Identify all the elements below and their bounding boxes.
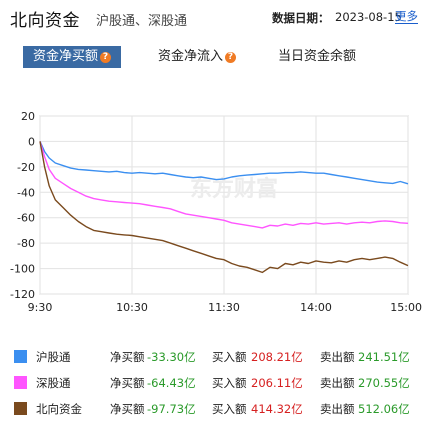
x-tick-label: 11:30	[208, 301, 240, 314]
net-value: -64.43亿	[147, 376, 196, 390]
buy-label: 买入额	[212, 350, 247, 364]
x-tick-label: 14:00	[300, 301, 332, 314]
tab-label: 当日资金余额	[278, 49, 357, 64]
sell-label: 卖出额	[320, 350, 355, 364]
y-tick-label: -120	[10, 288, 35, 301]
y-tick-label: 0	[28, 135, 35, 148]
series-line-hgt	[39, 141, 409, 185]
series-line-sgt	[39, 141, 409, 229]
date-label: 数据日期：	[272, 11, 330, 25]
sell-value: 270.55亿	[358, 376, 410, 390]
legend-row-hgt: 沪股通 净买额 -33.30亿 买入额 208.21亿 卖出额 241.51亿	[0, 346, 428, 368]
series-line-total	[39, 141, 409, 274]
y-tick-label: -80	[17, 237, 35, 250]
net-label: 净买额	[110, 402, 145, 416]
sell-value: 512.06亿	[358, 402, 410, 416]
sell-label: 卖出额	[320, 376, 355, 390]
buy-value: 206.11亿	[251, 376, 303, 390]
page-subtitle: 沪股通、深股通	[96, 14, 188, 29]
color-swatch	[14, 402, 27, 415]
color-swatch	[14, 376, 27, 389]
help-icon[interactable]: ?	[100, 52, 112, 63]
net-label: 净买额	[110, 350, 145, 364]
buy-label: 买入额	[212, 402, 247, 416]
net-value: -33.30亿	[147, 350, 196, 364]
date-value: 2023-08-15	[335, 10, 402, 24]
x-tick-label: 15:00	[390, 301, 422, 314]
legend-row-total: 北向资金 净买额 -97.73亿 买入额 414.32亿 卖出额 512.06亿	[0, 398, 428, 420]
header: 北向资金 沪股通、深股通 数据日期： 2023-08-15 更多	[0, 0, 428, 36]
sell-label: 卖出额	[320, 402, 355, 416]
y-tick-label: -60	[17, 212, 35, 225]
buy-label: 买入额	[212, 376, 247, 390]
legend-name: 北向资金	[36, 402, 82, 416]
more-link[interactable]: 更多	[395, 9, 418, 24]
tab-label: 资金净流入	[158, 49, 224, 64]
legend-name: 沪股通	[36, 350, 71, 364]
x-tick-label: 10:30	[116, 301, 148, 314]
help-icon[interactable]: ?	[225, 52, 237, 63]
legend-row-sgt: 深股通 净买额 -64.43亿 买入额 206.11亿 卖出额 270.55亿	[0, 372, 428, 394]
tab-daily-balance[interactable]: 当日资金余额	[278, 46, 356, 68]
y-tick-label: -40	[17, 186, 35, 199]
color-swatch	[14, 350, 27, 363]
y-tick-label: -20	[17, 161, 35, 174]
net-label: 净买额	[110, 376, 145, 390]
legend-name: 深股通	[36, 376, 71, 390]
page-title: 北向资金	[10, 11, 80, 31]
buy-value: 414.32亿	[251, 402, 303, 416]
x-tick-label: 9:30	[28, 301, 53, 314]
y-tick-label: 20	[21, 110, 35, 123]
y-tick-label: -100	[10, 263, 35, 276]
tab-label: 资金净买额	[33, 49, 99, 64]
tab-net-inflow[interactable]: 资金净流入?	[158, 46, 237, 68]
tab-net-buy[interactable]: 资金净买额?	[23, 46, 122, 68]
sell-value: 241.51亿	[358, 350, 410, 364]
buy-value: 208.21亿	[251, 350, 303, 364]
watermark-text: 东方财富	[190, 176, 278, 202]
tab-bar: 资金净买额? 资金净流入? 当日资金余额	[0, 46, 428, 70]
net-value: -97.73亿	[147, 402, 196, 416]
